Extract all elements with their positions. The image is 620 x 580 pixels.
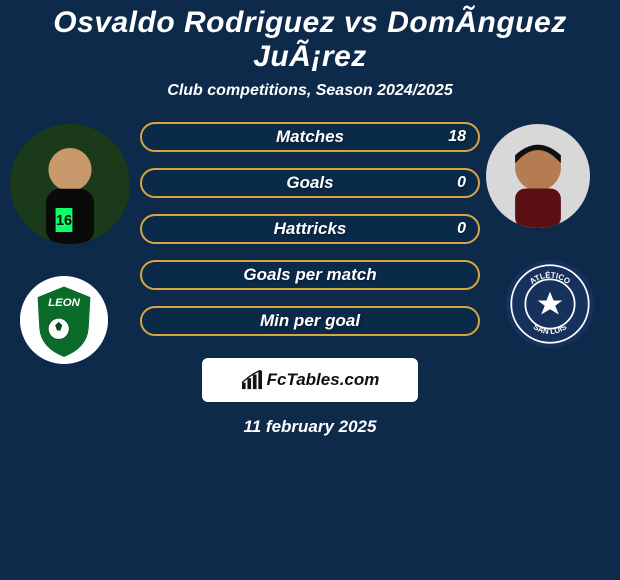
club-right-crest-icon: ATLÉTICO SAN LUIS (506, 260, 594, 348)
stat-row: Goals 0 (140, 168, 480, 198)
stat-row: Goals per match (140, 260, 480, 290)
comparison-card: Osvaldo Rodriguez vs DomÃ­nguez JuÃ¡rez … (0, 0, 620, 580)
stat-row: Matches 18 (140, 122, 480, 152)
stat-value-right: 0 (457, 174, 466, 192)
stat-value-right: 0 (457, 220, 466, 238)
subtitle: Club competitions, Season 2024/2025 (0, 82, 620, 100)
brand-text: FcTables.com (267, 370, 380, 390)
club-left-crest-icon: LEON (20, 276, 108, 364)
stat-row: Min per goal (140, 306, 480, 336)
page-title: Osvaldo Rodriguez vs DomÃ­nguez JuÃ¡rez (0, 0, 620, 74)
player-left-avatar: 16 (10, 124, 130, 244)
stat-label: Matches (276, 127, 344, 147)
bar-chart-icon (241, 370, 263, 390)
stat-label: Goals (286, 173, 333, 193)
stat-label: Min per goal (260, 311, 360, 331)
player-right-avatar (486, 124, 590, 228)
stats-panel: Matches 18 Goals 0 Hattricks 0 Goals per match… (140, 122, 480, 352)
svg-text:16: 16 (56, 213, 72, 229)
player-right-face-icon (486, 124, 590, 228)
player-left-face-icon: 16 (10, 124, 130, 244)
brand-badge: FcTables.com (202, 358, 418, 402)
stat-label: Goals per match (243, 265, 376, 285)
date-text: 11 february 2025 (244, 417, 377, 437)
svg-text:LEON: LEON (48, 297, 81, 309)
stat-label: Hattricks (274, 219, 347, 239)
stat-value-right: 18 (448, 128, 466, 146)
player-left-club-badge: LEON (20, 276, 108, 364)
player-right-club-badge: ATLÉTICO SAN LUIS (506, 260, 594, 348)
stat-row: Hattricks 0 (140, 214, 480, 244)
